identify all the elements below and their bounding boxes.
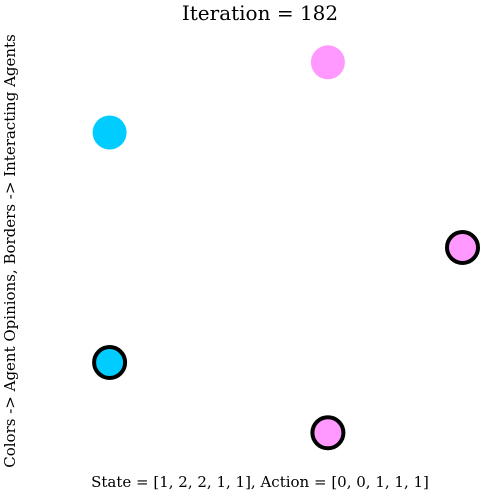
agent-point-4 bbox=[310, 415, 346, 451]
agent-point-0 bbox=[445, 230, 480, 265]
y-axis-label: Colors -> Agent Opinions, Borders -> Int… bbox=[1, 34, 19, 468]
chart-title: Iteration = 182 bbox=[182, 1, 338, 25]
agent-point-1 bbox=[310, 45, 345, 80]
x-axis-label: State = [1, 2, 2, 1, 1], Action = [0, 0,… bbox=[91, 473, 429, 491]
agent-point-2 bbox=[92, 115, 127, 150]
agent-point-3 bbox=[92, 345, 128, 380]
points-layer bbox=[92, 45, 480, 451]
